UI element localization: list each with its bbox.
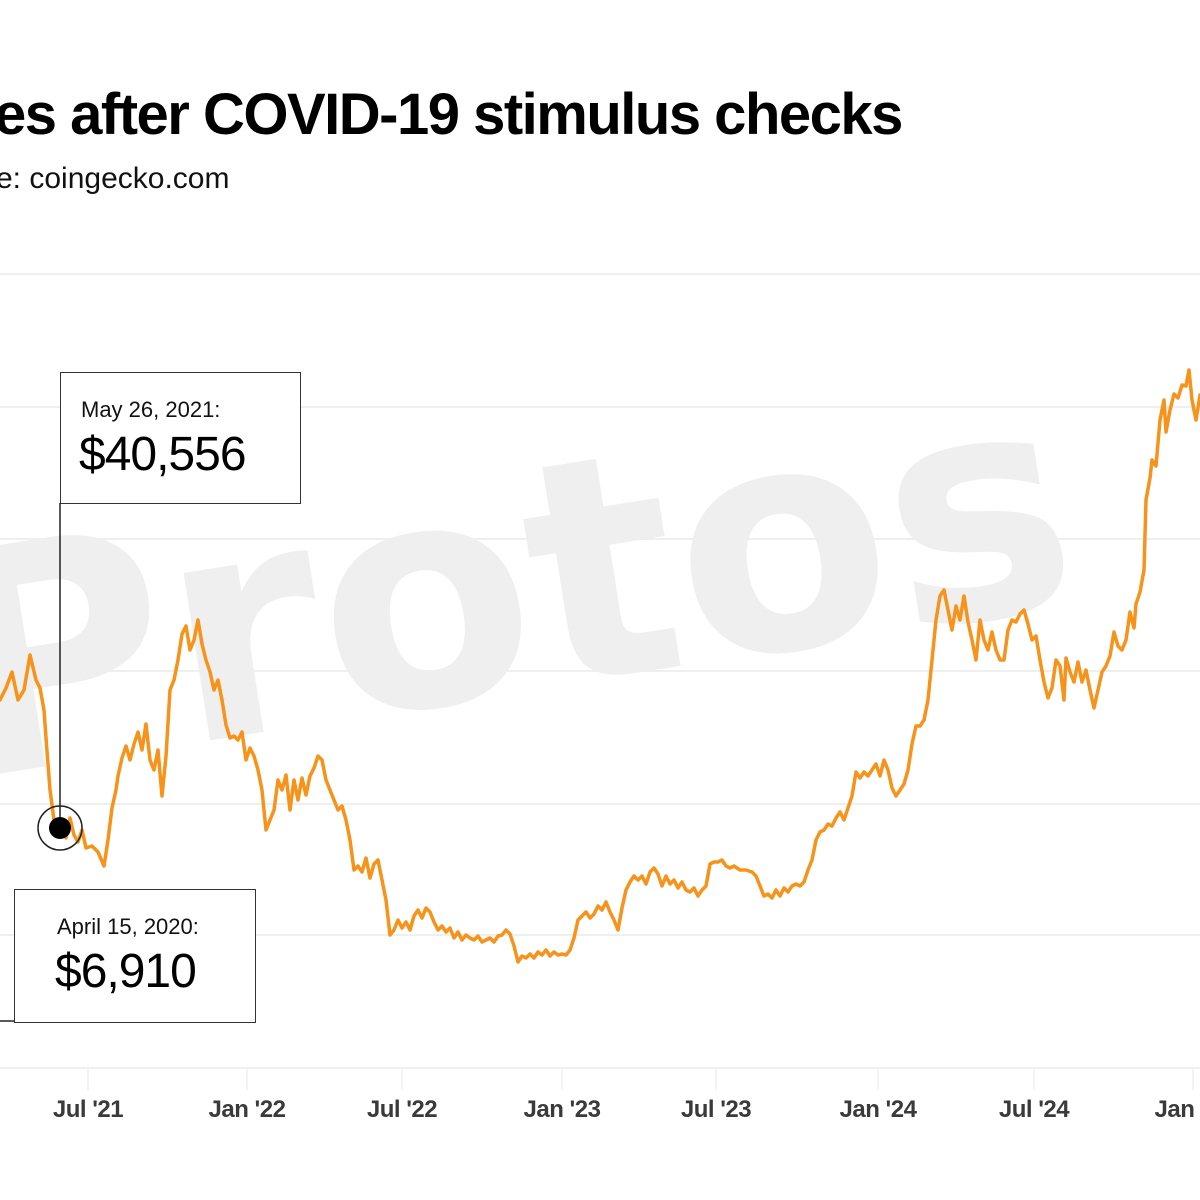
chart-source: e: coingecko.com bbox=[0, 162, 230, 195]
chart-title: es after COVID-19 stimulus checks bbox=[0, 82, 903, 147]
annotation-box-may-2021: May 26, 2021: $40,556 bbox=[60, 372, 301, 504]
x-label: Jan '25 bbox=[1155, 1096, 1200, 1123]
annotation-date: May 26, 2021: bbox=[81, 397, 221, 422]
x-label: Jul '21 bbox=[53, 1096, 123, 1123]
x-label: Jan '24 bbox=[840, 1096, 918, 1123]
annotation-value: $40,556 bbox=[79, 428, 247, 481]
annotation-date: April 15, 2020: bbox=[57, 914, 199, 939]
annotation-box-april-2020: April 15, 2020: $6,910 bbox=[14, 889, 256, 1023]
x-label: Jul '22 bbox=[367, 1096, 437, 1123]
x-label: Jul '24 bbox=[999, 1096, 1070, 1123]
x-label: Jul '23 bbox=[681, 1096, 751, 1123]
x-ticks bbox=[87, 1068, 1194, 1090]
x-label: Jan '23 bbox=[524, 1096, 601, 1123]
marker-ring bbox=[37, 805, 83, 851]
annotation-value: $6,910 bbox=[55, 945, 197, 998]
bitcoin-price-line bbox=[0, 368, 1200, 964]
price-marker-dot bbox=[49, 817, 71, 839]
x-axis-labels: Jul '21 Jan '22 Jul '22 Jan '23 Jul '23 … bbox=[53, 1096, 1200, 1123]
x-label: Jan '22 bbox=[209, 1096, 286, 1123]
